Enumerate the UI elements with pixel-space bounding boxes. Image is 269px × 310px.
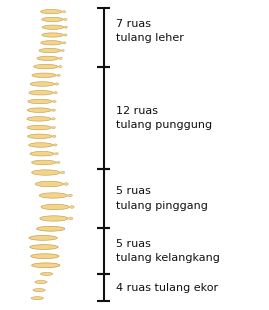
Ellipse shape xyxy=(56,74,60,76)
Ellipse shape xyxy=(68,194,72,197)
Ellipse shape xyxy=(52,126,55,129)
Ellipse shape xyxy=(31,144,51,146)
Ellipse shape xyxy=(30,100,50,103)
Ellipse shape xyxy=(41,10,62,14)
Ellipse shape xyxy=(31,91,51,94)
Ellipse shape xyxy=(41,41,62,45)
Ellipse shape xyxy=(64,26,68,28)
Ellipse shape xyxy=(35,181,63,187)
Ellipse shape xyxy=(30,135,50,138)
Ellipse shape xyxy=(27,117,51,121)
Ellipse shape xyxy=(36,65,56,68)
Ellipse shape xyxy=(29,143,53,147)
Ellipse shape xyxy=(38,183,61,186)
Ellipse shape xyxy=(52,100,56,103)
Ellipse shape xyxy=(32,263,60,268)
Text: tulang pinggang: tulang pinggang xyxy=(116,201,208,210)
Ellipse shape xyxy=(53,144,57,146)
Ellipse shape xyxy=(52,118,55,120)
Ellipse shape xyxy=(31,297,43,300)
Ellipse shape xyxy=(64,18,67,20)
Ellipse shape xyxy=(42,25,64,29)
Ellipse shape xyxy=(32,73,56,78)
Ellipse shape xyxy=(63,42,66,44)
Text: 5 ruas: 5 ruas xyxy=(116,186,151,196)
Ellipse shape xyxy=(34,171,57,174)
Ellipse shape xyxy=(34,64,58,69)
Ellipse shape xyxy=(32,170,60,175)
Ellipse shape xyxy=(61,171,65,174)
Ellipse shape xyxy=(64,34,67,36)
Ellipse shape xyxy=(30,245,58,250)
Ellipse shape xyxy=(39,48,61,53)
Text: tulang leher: tulang leher xyxy=(116,33,183,43)
Ellipse shape xyxy=(37,56,59,60)
Ellipse shape xyxy=(31,254,59,259)
Ellipse shape xyxy=(52,109,55,111)
Ellipse shape xyxy=(42,33,63,37)
Ellipse shape xyxy=(35,281,47,284)
Text: 7 ruas: 7 ruas xyxy=(116,19,151,29)
Text: 12 ruas: 12 ruas xyxy=(116,106,158,116)
Ellipse shape xyxy=(44,206,67,209)
Text: 5 ruas: 5 ruas xyxy=(116,239,151,249)
Ellipse shape xyxy=(33,289,45,292)
Ellipse shape xyxy=(28,99,52,104)
Ellipse shape xyxy=(56,161,60,163)
Ellipse shape xyxy=(34,74,54,77)
Ellipse shape xyxy=(27,125,51,130)
Ellipse shape xyxy=(41,272,53,275)
Ellipse shape xyxy=(59,57,62,60)
Ellipse shape xyxy=(41,204,69,210)
Ellipse shape xyxy=(42,17,63,22)
Ellipse shape xyxy=(69,217,73,220)
Ellipse shape xyxy=(30,152,54,156)
Ellipse shape xyxy=(52,135,56,137)
Ellipse shape xyxy=(27,108,51,113)
Ellipse shape xyxy=(29,117,49,120)
Ellipse shape xyxy=(30,82,55,86)
Ellipse shape xyxy=(55,83,59,85)
Ellipse shape xyxy=(55,153,58,155)
Ellipse shape xyxy=(63,11,66,13)
Ellipse shape xyxy=(29,109,49,111)
Ellipse shape xyxy=(42,194,65,197)
Ellipse shape xyxy=(31,160,56,165)
Ellipse shape xyxy=(70,206,74,208)
Ellipse shape xyxy=(54,92,57,94)
Ellipse shape xyxy=(40,216,68,221)
Ellipse shape xyxy=(64,183,68,185)
Ellipse shape xyxy=(32,153,52,155)
Ellipse shape xyxy=(37,226,65,231)
Ellipse shape xyxy=(39,193,68,198)
Ellipse shape xyxy=(28,134,52,139)
Ellipse shape xyxy=(29,91,53,95)
Ellipse shape xyxy=(58,65,62,68)
Text: tulang punggung: tulang punggung xyxy=(116,120,212,130)
Text: tulang kelangkang: tulang kelangkang xyxy=(116,253,220,263)
Ellipse shape xyxy=(33,83,52,85)
Ellipse shape xyxy=(29,126,49,129)
Ellipse shape xyxy=(29,236,57,240)
Ellipse shape xyxy=(61,50,64,51)
Text: 4 ruas tulang ekor: 4 ruas tulang ekor xyxy=(116,283,218,293)
